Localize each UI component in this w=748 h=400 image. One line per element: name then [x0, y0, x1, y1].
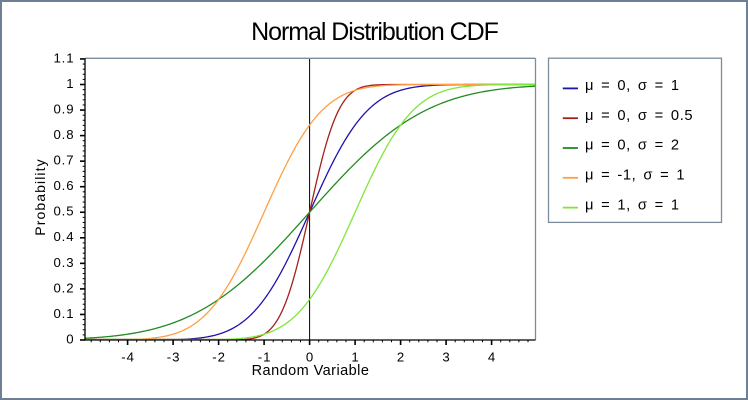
svg-text:μ = -1, σ = 1: μ = -1, σ = 1: [585, 168, 685, 184]
svg-text:0.8: 0.8: [53, 127, 74, 142]
svg-text:μ = 1, σ = 1: μ = 1, σ = 1: [585, 197, 680, 213]
svg-text:μ = 0, σ = 2: μ = 0, σ = 2: [585, 138, 680, 154]
svg-text:-1: -1: [258, 349, 272, 364]
svg-text:0.4: 0.4: [53, 229, 74, 244]
svg-text:0.2: 0.2: [53, 280, 74, 295]
svg-text:1.1: 1.1: [53, 50, 74, 65]
svg-text:0.3: 0.3: [53, 255, 74, 270]
svg-text:0.5: 0.5: [53, 204, 74, 219]
svg-text:0: 0: [66, 331, 74, 346]
svg-text:3: 3: [442, 349, 450, 364]
svg-text:-3: -3: [167, 349, 181, 364]
svg-text:4: 4: [488, 349, 496, 364]
svg-text:-4: -4: [121, 349, 135, 364]
svg-text:2: 2: [397, 349, 405, 364]
svg-text:μ = 0, σ = 1: μ = 0, σ = 1: [585, 78, 680, 94]
svg-text:-2: -2: [212, 349, 226, 364]
svg-text:1: 1: [351, 349, 359, 364]
svg-text:0.7: 0.7: [53, 153, 74, 168]
svg-text:1: 1: [66, 76, 74, 91]
svg-text:0.6: 0.6: [53, 178, 74, 193]
svg-text:0: 0: [306, 349, 314, 364]
svg-text:μ = 0, σ = 0.5: μ = 0, σ = 0.5: [585, 108, 693, 124]
svg-text:0.9: 0.9: [53, 101, 74, 116]
svg-text:0.1: 0.1: [53, 306, 74, 321]
